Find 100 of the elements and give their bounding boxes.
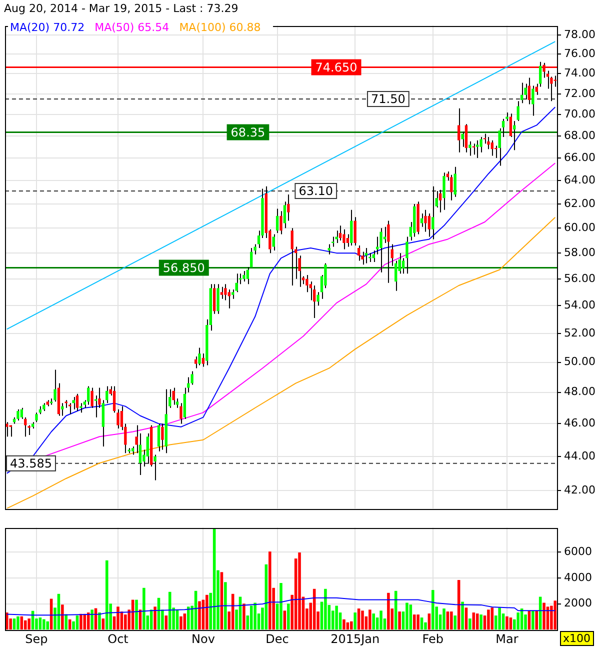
bar [406,602,408,630]
bar [105,560,108,630]
bar [268,551,272,630]
bar [387,592,390,630]
candlestick [490,140,494,156]
bar [454,616,457,630]
candlestick [276,208,279,234]
candlestick [116,408,120,430]
bar [350,621,353,630]
candlestick [432,186,434,240]
y-tick-label: 42.00 [564,484,596,497]
bar [442,608,446,630]
candlestick [54,369,56,402]
candlestick [306,274,308,293]
candlestick [220,286,224,300]
y-tick-label: 4000 [564,570,592,584]
candlestick [364,248,368,264]
y-tick-label: 68.00 [564,128,596,142]
candlestick [380,228,382,273]
candlestick [528,77,531,105]
candlestick [290,228,294,286]
candlestick [157,423,160,452]
candlestick [424,209,427,232]
candlestick [509,113,512,138]
candlestick [280,210,282,235]
candlestick [350,209,353,246]
text: MA(20) 70.72 [10,21,85,34]
candlestick [228,288,230,309]
candlestick [502,118,505,138]
bar [532,610,534,630]
candlestick [520,82,524,104]
candlestick [198,347,201,366]
bar [28,618,30,630]
candlestick [154,454,156,481]
bar [116,606,120,630]
bar [80,614,82,630]
text: x100 [560,631,594,646]
candlestick [450,174,453,201]
bar [61,604,64,630]
candlestick [387,220,390,284]
x-tick-label: Sep [25,632,48,646]
candlestick [342,228,346,250]
ref-line-label: 68.35 [230,125,266,140]
candlestick [272,234,275,252]
ref-line-label: 71.50 [371,92,406,106]
bar [398,612,401,630]
x-tick-label: Mar [496,632,518,646]
bar [90,610,94,630]
bar [412,614,416,630]
bar [468,618,472,630]
bar [487,610,490,630]
bar [324,588,327,630]
candlestick [457,108,460,153]
y-tick-label: 44.00 [564,449,596,462]
bar [368,610,372,630]
bar [283,610,286,630]
bar [342,619,346,630]
bar [361,610,364,630]
bar [446,612,450,630]
y-tick-label: 56.00 [564,272,596,285]
candlestick [487,136,490,150]
candlestick [161,423,164,450]
candlestick [316,292,320,306]
bar [472,612,476,630]
candlestick [112,386,116,414]
candlestick [254,244,256,255]
candlestick [376,236,379,255]
bar [506,616,508,630]
bar [354,612,356,630]
bar [298,552,301,630]
candlestick [402,258,405,274]
y-tick-label: 50.00 [564,355,596,368]
candlestick [428,213,431,238]
y-tick-label: 70.00 [564,107,596,120]
candlestick [180,402,182,424]
ref-line-label: 74.650 [315,60,358,74]
candlestick [72,396,75,410]
bar [380,610,382,630]
bar [280,582,282,630]
bar [461,602,464,630]
y-tick-label: 66.00 [564,150,596,164]
candlestick [524,83,527,100]
candlestick [461,131,464,148]
candlestick [202,353,205,368]
bar [516,612,520,630]
bar [64,614,68,630]
bar [450,612,453,630]
x-tick-label: 2015Jan [330,632,380,646]
candlestick [442,172,446,210]
candlestick [68,402,72,415]
bar [164,616,168,630]
bar [180,616,182,630]
bar [254,602,256,630]
bar [335,606,338,630]
bar [206,594,208,630]
bar [535,610,538,630]
bar [480,614,482,630]
bar [250,606,253,630]
candlestick [250,248,253,268]
bar [357,608,360,630]
